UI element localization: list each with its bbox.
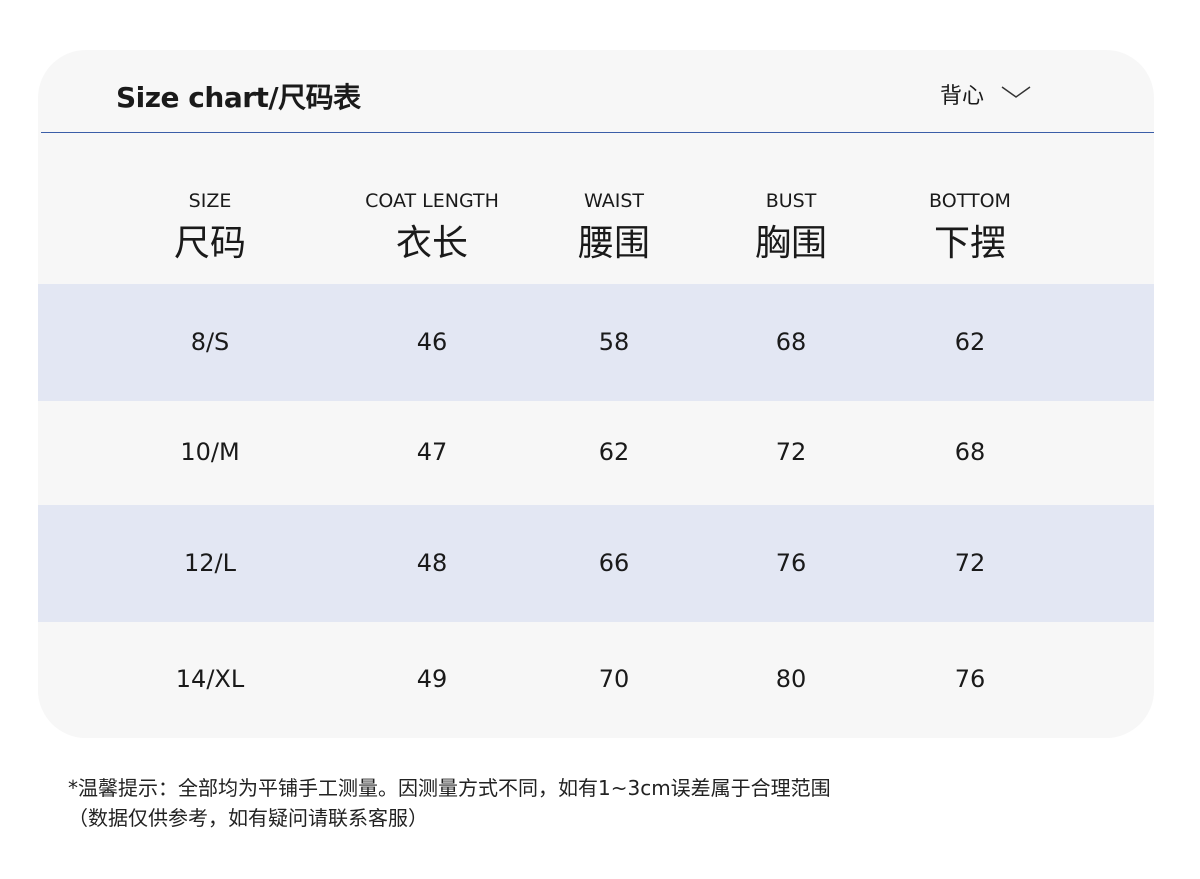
table-cell: 72	[954, 548, 986, 577]
table-cell: 62	[954, 327, 986, 356]
table-cell: 76	[954, 665, 986, 693]
table-cell: 14/XL	[175, 665, 245, 693]
column-header-zh: 衣长	[395, 223, 469, 264]
column-header-en: WAIST	[583, 190, 645, 212]
column-header-en: COAT LENGTH	[365, 190, 499, 212]
table-cell: 12/L	[184, 548, 236, 577]
dropdown-chevron[interactable]	[1000, 84, 1032, 100]
note: （数据仅供参考，如有疑问请联系客服）	[68, 806, 428, 830]
table-cell: 66	[598, 548, 630, 577]
column-header-zh: 腰围	[577, 223, 651, 264]
column-header-zh: 尺码	[173, 223, 247, 264]
table-row: 8/S 46 58 68 62	[38, 284, 1154, 401]
table-cell: 80	[775, 665, 807, 693]
table-cell: 10/M	[180, 438, 240, 466]
table-cell: 58	[598, 327, 630, 356]
column-header-en: BUST	[765, 190, 817, 212]
table-cell: 46	[416, 327, 448, 356]
size-chart-card: Size chart/尺码表 背心 SIZE 尺码 COAT LENGTH 衣长 WAI…	[38, 50, 1154, 738]
title: Size chart/尺码表	[116, 81, 361, 114]
header-divider	[41, 132, 1154, 133]
table-cell: 72	[775, 438, 807, 466]
column-header-zh: 下摆	[933, 223, 1007, 264]
category-selector[interactable]: 背心	[940, 84, 985, 109]
table-row: 14/XL 49 70 80 76	[38, 622, 1154, 738]
column-header-en: SIZE	[188, 190, 232, 212]
table-cell: 68	[954, 438, 986, 466]
table-cell: 68	[775, 327, 807, 356]
table-row: 12/L 48 66 76 72	[38, 505, 1154, 622]
note: *温馨提示：全部均为平铺手工测量。因测量方式不同，如有1~3cm误差属于合理范围	[68, 776, 831, 800]
table-cell: 47	[416, 438, 448, 466]
table-cell: 70	[598, 665, 630, 693]
column-header-zh: 胸围	[754, 223, 828, 264]
table-cell: 8/S	[190, 327, 230, 356]
column-header-en: BOTTOM	[929, 190, 1011, 212]
table-cell: 48	[416, 548, 448, 577]
table-cell: 62	[598, 438, 630, 466]
table-row: 10/M 47 62 72 68	[38, 401, 1154, 505]
table-cell: 76	[775, 548, 807, 577]
table-cell: 49	[416, 665, 448, 693]
